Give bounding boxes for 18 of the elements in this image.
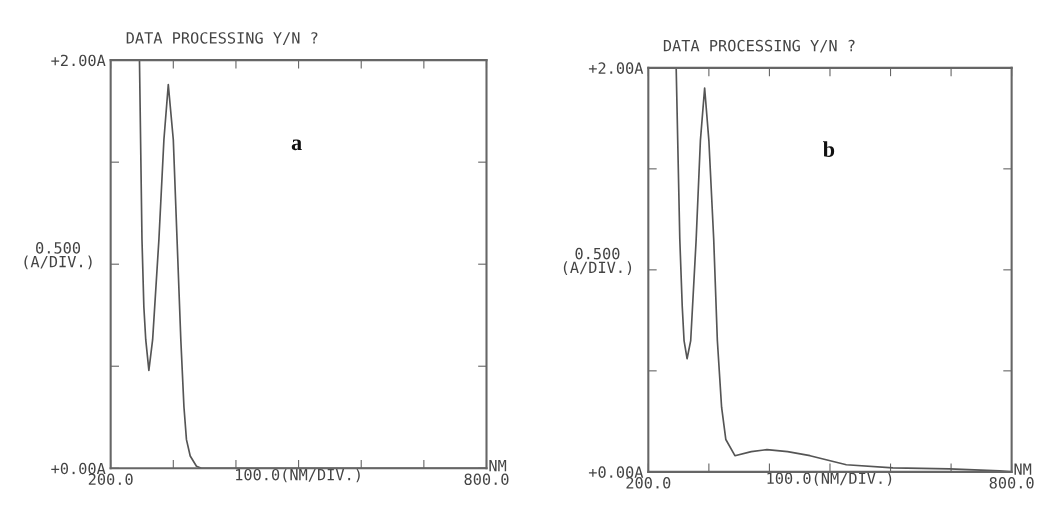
x-axis-title: 100.0(NM/DIV.) bbox=[236, 468, 360, 483]
annotation: b bbox=[822, 141, 835, 157]
annotation: a bbox=[291, 139, 302, 151]
chart-title: DATA PROCESSING Y/N ? bbox=[663, 39, 855, 53]
x-tick-label: 800.0 bbox=[464, 473, 509, 486]
x-tick-label: 800.0 bbox=[989, 477, 1034, 489]
x-tick-label: 200.0 bbox=[88, 473, 133, 486]
x-tick-label: 200.0 bbox=[626, 477, 671, 489]
y-axis-title: 0.500 (A/DIV.) bbox=[24, 242, 92, 270]
y-tick-label: +0.00A bbox=[51, 462, 106, 475]
chart-title: DATA PROCESSING Y/N ? bbox=[126, 32, 318, 45]
y-axis-title: 0.500 (A/DIV.) bbox=[563, 247, 632, 275]
x-axis-title: 100.0(NM/DIV.) bbox=[767, 472, 892, 486]
y-tick-label: +0.00A bbox=[588, 466, 644, 478]
y-tick-label: +2.00A bbox=[588, 62, 644, 74]
text: NM bbox=[1014, 463, 1032, 475]
text: NM bbox=[489, 460, 507, 472]
y-tick-label: +2.00A bbox=[51, 54, 106, 67]
